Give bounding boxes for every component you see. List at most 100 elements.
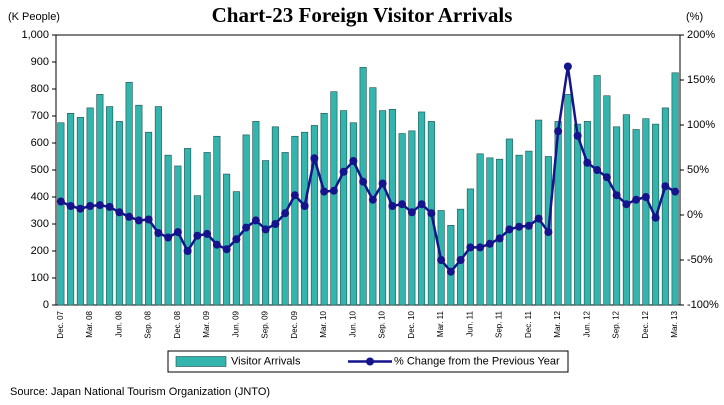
chart-title: Chart-23 Foreign Visitor Arrivals bbox=[212, 3, 513, 27]
line-marker bbox=[515, 222, 524, 231]
bar bbox=[486, 157, 494, 306]
line-marker bbox=[242, 223, 251, 232]
line-marker bbox=[329, 186, 338, 195]
bar bbox=[505, 138, 513, 306]
bar bbox=[496, 158, 504, 306]
line-marker bbox=[622, 200, 631, 209]
legend-box bbox=[167, 350, 569, 373]
bar bbox=[213, 135, 221, 306]
bar bbox=[252, 121, 260, 306]
x-tick-label: Mar. 13 bbox=[670, 310, 679, 337]
line-marker bbox=[378, 179, 387, 188]
line-marker bbox=[76, 204, 85, 213]
bar bbox=[593, 75, 601, 306]
line-marker bbox=[602, 173, 611, 182]
line-marker bbox=[359, 177, 368, 186]
y-tick-label: 500 bbox=[31, 164, 49, 176]
line-marker bbox=[524, 221, 533, 230]
line-marker bbox=[281, 209, 290, 218]
bar bbox=[125, 81, 133, 306]
y-tick-label: 1,000 bbox=[21, 29, 49, 41]
bar bbox=[418, 111, 426, 306]
bar bbox=[535, 119, 543, 306]
line-marker bbox=[203, 229, 212, 238]
x-tick-label: Dec. 09 bbox=[290, 310, 299, 338]
y2-tick-label: 0% bbox=[687, 209, 703, 221]
line-marker bbox=[251, 216, 260, 225]
y2-tick-label: 200% bbox=[687, 29, 715, 41]
bar bbox=[203, 152, 211, 306]
bar bbox=[632, 129, 640, 306]
bar bbox=[135, 104, 143, 306]
x-tick-label: Sep. 11 bbox=[495, 310, 504, 338]
line-marker bbox=[339, 167, 348, 176]
line-marker bbox=[212, 240, 221, 249]
line-marker bbox=[446, 267, 455, 276]
bar bbox=[603, 95, 611, 306]
bar bbox=[232, 191, 240, 306]
line-marker bbox=[144, 215, 153, 224]
line-marker bbox=[534, 214, 543, 223]
x-tick-label: Jun. 11 bbox=[465, 310, 474, 336]
bar bbox=[242, 134, 250, 306]
line-marker bbox=[86, 202, 95, 210]
line-marker bbox=[164, 233, 173, 242]
y-tick-label: 700 bbox=[31, 110, 49, 122]
y-tick-label: 400 bbox=[31, 191, 49, 203]
bar bbox=[184, 148, 192, 306]
line-marker bbox=[222, 245, 231, 254]
x-tick-label: Dec. 12 bbox=[641, 310, 650, 338]
bar bbox=[96, 94, 104, 306]
bar bbox=[583, 121, 591, 306]
line-marker bbox=[456, 256, 465, 264]
x-tick-label: Sep. 08 bbox=[144, 310, 153, 338]
line-marker bbox=[671, 187, 680, 196]
line-marker bbox=[563, 62, 572, 71]
x-tick-label: Sep. 10 bbox=[378, 310, 387, 338]
legend-label: Visitor Arrivals bbox=[231, 355, 301, 367]
bar bbox=[164, 154, 172, 306]
line-marker bbox=[641, 193, 650, 201]
line-marker bbox=[554, 127, 563, 136]
line-marker bbox=[125, 212, 134, 221]
y-tick-label: 600 bbox=[31, 137, 49, 149]
line-marker bbox=[417, 200, 426, 209]
x-tick-label: Jun. 08 bbox=[114, 310, 123, 337]
line-marker bbox=[290, 191, 299, 200]
legend-label: % Change from the Previous Year bbox=[394, 355, 560, 367]
x-tick-label: Mar. 08 bbox=[85, 310, 94, 337]
x-tick-label: Dec. 10 bbox=[407, 310, 416, 338]
x-tick-label: Sep. 09 bbox=[261, 310, 270, 338]
line-marker bbox=[154, 229, 163, 237]
bar bbox=[554, 121, 562, 306]
x-tick-label: Jun. 10 bbox=[348, 310, 357, 337]
source-note: Source: Japan National Tourism Organizat… bbox=[10, 386, 270, 398]
x-tick-label: Mar. 12 bbox=[553, 310, 562, 337]
y2-tick-label: 150% bbox=[687, 74, 715, 86]
line-marker bbox=[505, 225, 514, 234]
y-tick-label: 0 bbox=[43, 299, 49, 311]
bar bbox=[340, 110, 348, 306]
line-marker bbox=[544, 228, 553, 237]
bar bbox=[476, 153, 484, 306]
line-marker bbox=[593, 166, 602, 174]
bar bbox=[310, 125, 318, 306]
bar bbox=[398, 133, 406, 306]
line-marker bbox=[368, 195, 377, 204]
y-axis-label: (K People) bbox=[8, 11, 60, 23]
bar bbox=[379, 110, 387, 306]
y2-tick-label: -100% bbox=[687, 299, 719, 311]
y2-tick-label: -50% bbox=[687, 254, 713, 266]
bar bbox=[564, 94, 572, 306]
bar bbox=[301, 131, 309, 306]
bar bbox=[320, 113, 328, 306]
line-marker bbox=[476, 243, 485, 252]
legend-swatch bbox=[175, 356, 227, 367]
line-marker bbox=[310, 154, 319, 163]
bar bbox=[574, 123, 582, 306]
bar bbox=[661, 107, 669, 306]
line-marker bbox=[349, 157, 358, 165]
line-marker bbox=[427, 209, 436, 218]
line-marker bbox=[134, 216, 143, 225]
line-marker bbox=[437, 256, 446, 264]
